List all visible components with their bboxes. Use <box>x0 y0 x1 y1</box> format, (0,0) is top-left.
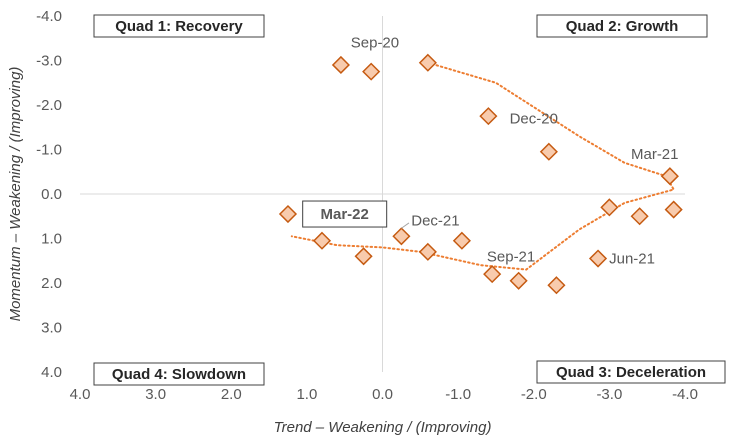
point-annotation: Mar-21 <box>631 146 679 163</box>
data-point <box>418 53 437 72</box>
quadrant-labels: Quad 1: Recovery Quad 2: Growth Quad 3: De… <box>93 14 726 386</box>
x-axis-title: Trend – Weakening / (Improving) <box>274 419 492 436</box>
x-tick-label: 3.0 <box>145 386 166 403</box>
svg-text:Quad 1: Recovery: Quad 1: Recovery <box>115 18 243 35</box>
svg-text:Quad 4: Slowdown: Quad 4: Slowdown <box>112 366 246 383</box>
data-point <box>630 207 649 226</box>
x-tick-label: -1.0 <box>445 386 471 403</box>
point-annotations: Sep-20 Dec-20 Mar-21 Jun-21 Sep-21 Dec-21 Mar-… <box>302 35 679 268</box>
data-point <box>600 198 619 217</box>
y-tick-label: -4.0 <box>36 8 62 25</box>
point-annotation: Sep-21 <box>487 248 535 265</box>
quadrant-label: Quad 4: Slowdown <box>93 362 265 386</box>
data-point <box>312 231 332 250</box>
y-tick-label: -1.0 <box>36 142 62 159</box>
data-point <box>354 247 373 266</box>
point-annotation: Dec-20 <box>510 110 558 127</box>
x-tick-label: -2.0 <box>521 386 547 403</box>
data-point <box>362 62 381 81</box>
data-point <box>483 265 502 284</box>
y-tick-label: -3.0 <box>36 53 62 70</box>
quadrant-label: Quad 3: Deceleration <box>536 360 726 384</box>
y-tick-label: 3.0 <box>41 320 62 337</box>
data-point <box>479 107 498 126</box>
y-tick-label: -2.0 <box>36 97 62 114</box>
point-annotation: Sep-20 <box>351 35 399 52</box>
data-point <box>509 271 528 290</box>
x-tick-label: 4.0 <box>70 386 91 403</box>
data-point <box>547 276 566 295</box>
trend-line <box>290 61 676 271</box>
y-tick-label: 1.0 <box>41 231 62 248</box>
data-point <box>660 167 679 186</box>
y-tick-label: 0.0 <box>41 186 62 203</box>
x-tick-labels: 4.0 3.0 2.0 1.0 0.0 -1.0 -2.0 -3.0 -4.0 <box>70 386 698 403</box>
x-tick-label: -3.0 <box>596 386 622 403</box>
x-tick-label: -4.0 <box>672 386 698 403</box>
data-point <box>278 204 298 224</box>
x-tick-label: 0.0 <box>372 386 393 403</box>
data-point <box>392 227 411 246</box>
quadrant-label: Quad 2: Growth <box>536 14 708 38</box>
y-tick-label: 2.0 <box>41 275 62 292</box>
x-tick-label: 1.0 <box>296 386 317 403</box>
data-point <box>331 55 350 75</box>
svg-text:Quad 2: Growth: Quad 2: Growth <box>566 18 679 35</box>
data-point <box>452 231 471 250</box>
annotation-leader <box>401 222 410 229</box>
quadrant-label: Quad 1: Recovery <box>93 14 265 38</box>
annotation-box <box>302 200 388 228</box>
y-tick-labels: -4.0 -3.0 -2.0 -1.0 0.0 1.0 2.0 3.0 4.0 <box>36 8 62 381</box>
x-tick-label: 2.0 <box>221 386 242 403</box>
point-annotation: Jun-21 <box>609 251 655 268</box>
point-annotation: Dec-21 <box>411 213 459 230</box>
data-point <box>588 249 608 268</box>
data-points <box>278 53 683 295</box>
y-axis-title: Momentum – Weakening / (Improving) <box>7 67 24 322</box>
data-point <box>664 200 683 219</box>
data-point <box>539 142 558 161</box>
data-point <box>418 242 437 261</box>
y-tick-label: 4.0 <box>41 364 62 381</box>
axes <box>80 16 685 372</box>
svg-text:Quad 3: Deceleration: Quad 3: Deceleration <box>556 364 706 381</box>
point-annotation: Mar-22 <box>321 206 369 223</box>
